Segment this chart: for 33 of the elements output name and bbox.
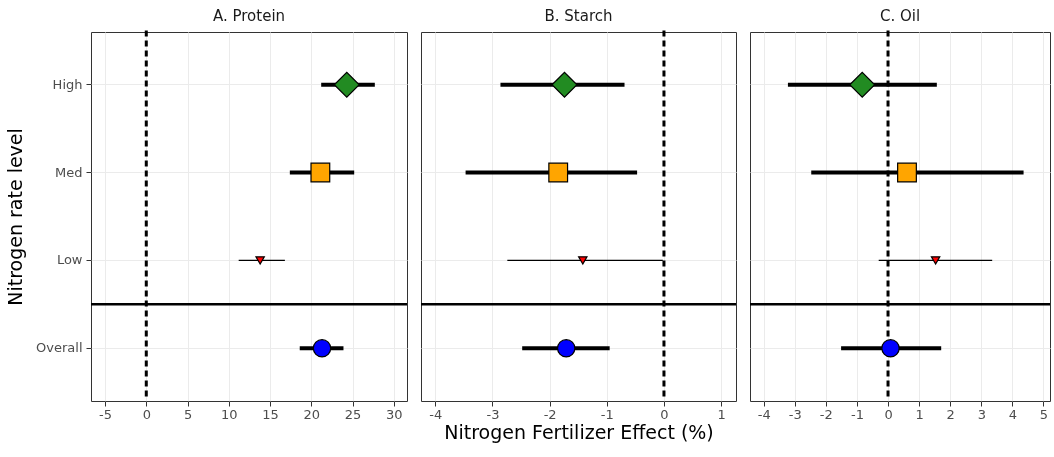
- x-tick-label: -2: [819, 406, 833, 422]
- x-tick-label: 15: [262, 406, 279, 422]
- x-tick-label: 4: [1008, 406, 1018, 422]
- y-axis-title: Nitrogen rate level: [4, 128, 27, 306]
- chart-title: A. Protein: [212, 6, 286, 25]
- x-tick-label: 0: [660, 406, 669, 422]
- x-tick-label: -2: [543, 406, 557, 422]
- x-tick-label: 2: [946, 406, 955, 422]
- x-tick-label: 1: [915, 406, 924, 422]
- x-tick-label: -5: [99, 406, 113, 422]
- x-tick-label: 25: [344, 406, 362, 422]
- x-tick-label: 0: [142, 406, 151, 422]
- x-tick-label: 0: [884, 406, 893, 422]
- y-tick-label: Med: [55, 164, 83, 180]
- x-tick-label: 1: [717, 406, 726, 422]
- x-tick-label: -1: [850, 406, 864, 422]
- x-tick-label: 3: [977, 406, 986, 422]
- x-tick-label: -3: [788, 406, 802, 422]
- x-tick-label: -4: [757, 406, 771, 422]
- chart-title: C. Oil: [879, 6, 921, 25]
- x-tick-label: -4: [429, 406, 443, 422]
- x-tick-label: -3: [486, 406, 500, 422]
- x-tick-label: -1: [600, 406, 614, 422]
- x-tick-label: 30: [386, 406, 403, 422]
- chart-title: B. Starch: [544, 6, 613, 25]
- y-tick-label: Overall: [36, 340, 83, 356]
- x-tick-label: 20: [303, 406, 321, 422]
- x-axis-title: Nitrogen Fertilizer Effect (%): [444, 420, 714, 443]
- x-tick-label: 10: [221, 406, 238, 422]
- x-tick-label: 5: [1039, 406, 1049, 422]
- y-tick-label: High: [52, 76, 83, 92]
- x-tick-label: 5: [183, 406, 193, 422]
- y-tick-label: Low: [56, 252, 83, 268]
